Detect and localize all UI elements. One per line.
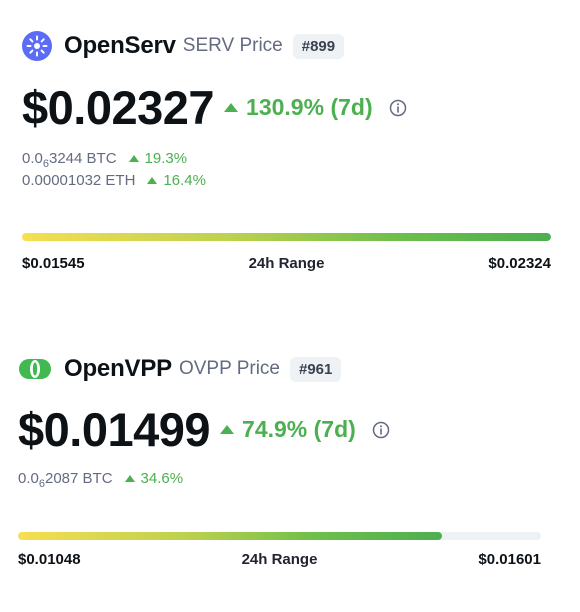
caret-up-icon — [147, 177, 158, 184]
conversion-change: 34.6% — [124, 470, 183, 487]
coin-symbol-label: SERV Price — [182, 35, 283, 56]
openserv-logo-icon — [22, 31, 52, 61]
range-title: 24h Range — [248, 255, 325, 272]
range-low: $0.01545 — [22, 255, 85, 272]
range-bar-24h — [18, 532, 541, 540]
range-high: $0.02324 — [488, 255, 551, 272]
price-change-value: 74.9% (7d) — [242, 416, 356, 442]
zero-count: 6 — [38, 478, 45, 490]
coin-symbol-label: OVPP Price — [178, 358, 280, 379]
caret-up-icon — [220, 425, 235, 434]
price-row: $0.01499 74.9% (7d) — [18, 402, 390, 457]
conversion-eth: 0.00001032 ETH 16.4% — [22, 172, 206, 189]
range-bar-fill — [18, 532, 442, 540]
openvpp-logo-icon — [19, 359, 51, 379]
conversion-change: 19.3% — [128, 150, 187, 167]
rank-badge: #899 — [292, 33, 345, 59]
conversion-value: 0.063244 BTC — [22, 150, 117, 170]
conversion-btc: 0.062087 BTC 34.6% — [18, 470, 183, 490]
conversion-change: 16.4% — [147, 172, 206, 189]
price-row: $0.02327 130.9% (7d) — [22, 80, 407, 135]
conversion-value: 0.062087 BTC — [18, 470, 113, 490]
zero-count: 6 — [42, 158, 49, 170]
range-high: $0.01601 — [478, 551, 541, 568]
range-low: $0.01048 — [18, 551, 81, 568]
conversion-btc: 0.063244 BTC 19.3% — [22, 150, 187, 170]
coin-name[interactable]: OpenServ — [64, 32, 176, 59]
coin-price: $0.01499 — [18, 403, 211, 456]
coin-name[interactable]: OpenVPP — [64, 355, 172, 382]
range-title: 24h Range — [241, 551, 318, 568]
range-labels: $0.01048 24h Range $0.01601 — [18, 551, 541, 568]
info-icon[interactable] — [389, 99, 407, 117]
caret-up-icon — [128, 155, 139, 162]
coin-card-openserv: OpenServ SERV Price #899 $0.02327 130.9%… — [0, 0, 580, 300]
range-labels: $0.01545 24h Range $0.02324 — [22, 255, 551, 272]
coin-header: OpenServ SERV Price #899 — [22, 31, 345, 61]
coin-price: $0.02327 — [22, 81, 215, 134]
coin-card-openvpp: OpenVPP OVPP Price #961 $0.01499 74.9% (… — [0, 318, 580, 612]
price-change-value: 130.9% (7d) — [246, 94, 373, 120]
info-icon[interactable] — [372, 421, 390, 439]
range-bar-24h — [22, 233, 551, 241]
price-change-7d: 130.9% (7d) — [224, 94, 373, 121]
conversion-value: 0.00001032 ETH — [22, 172, 136, 189]
price-change-7d: 74.9% (7d) — [220, 416, 356, 443]
caret-up-icon — [224, 103, 239, 112]
coin-header: OpenVPP OVPP Price #961 — [18, 354, 342, 384]
caret-up-icon — [124, 475, 135, 482]
rank-badge: #961 — [290, 356, 342, 382]
range-bar-fill — [22, 233, 551, 241]
